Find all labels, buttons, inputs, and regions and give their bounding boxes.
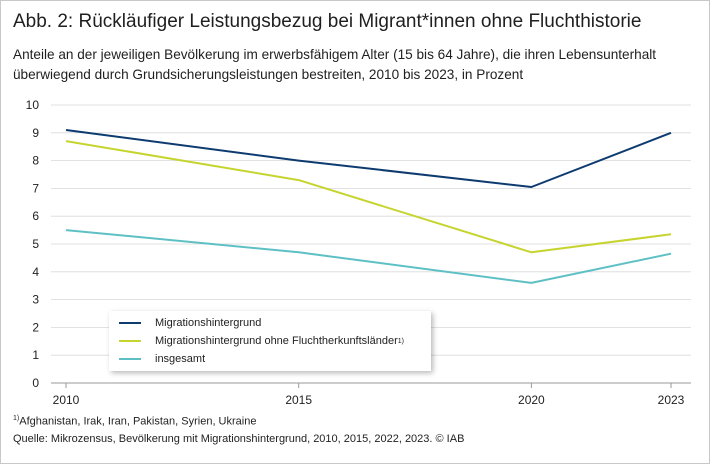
series-line-2: [65, 229, 672, 284]
legend-label: insgesamt: [155, 353, 206, 365]
legend-item-insgesamt: insgesamt: [119, 352, 205, 366]
y-tick-label: 4: [32, 265, 39, 279]
chart-title: Abb. 2: Rückläufiger Leistungsbezug bei …: [13, 11, 642, 32]
series-line-1: [65, 140, 672, 254]
y-tick-label: 10: [26, 98, 40, 112]
footnote-marker: 1): [13, 415, 20, 422]
y-tick-label: 8: [32, 154, 39, 168]
y-tick-label: 0: [32, 376, 39, 390]
legend-superscript: 1): [397, 337, 404, 345]
chart-legend: Migrationshintergrund Migrationshintergr…: [109, 311, 431, 371]
footnote: 1)Afghanistan, Irak, Iran, Pakistan, Syr…: [13, 415, 256, 428]
legend-item-migrationshintergrund: Migrationshintergrund: [119, 316, 261, 330]
series-lines: [65, 129, 672, 284]
y-tick-label: 9: [32, 126, 39, 140]
y-tick-label: 5: [32, 237, 39, 251]
y-tick-label: 3: [32, 293, 39, 307]
legend-label: Migrationshintergrund ohne Fluchtherkunf…: [155, 335, 398, 347]
legend-swatch: [119, 340, 141, 342]
y-tick-label: 1: [32, 348, 39, 362]
y-axis-ticks: 0 1 2 3 4 5 6 7 8 9 10: [26, 98, 40, 390]
series-line-0: [65, 129, 672, 188]
source-line: Quelle: Mikrozensus, Bevölkerung mit Mig…: [13, 433, 465, 445]
y-tick-label: 6: [32, 209, 39, 223]
footnote-text: Afghanistan, Irak, Iran, Pakistan, Syrie…: [19, 415, 257, 428]
y-tick-label: 7: [32, 181, 39, 195]
x-tick-label: 2010: [53, 393, 80, 407]
x-tick-label: 2015: [285, 393, 312, 407]
chart-subtitle: Anteile an der jeweiligen Bevölkerung im…: [13, 47, 657, 82]
x-tick-label: 2023: [658, 393, 685, 407]
legend-swatch: [119, 322, 141, 324]
y-tick-label: 2: [32, 320, 39, 334]
x-tick-label: 2020: [518, 393, 545, 407]
legend-swatch: [119, 358, 141, 360]
legend-label: Migrationshintergrund: [155, 317, 262, 329]
legend-item-ohne-fluchtherkunftslaender: Migrationshintergrund ohne Fluchtherkunf…: [119, 334, 404, 348]
x-axis-ticks: 2010 2015 2020 2023: [53, 383, 685, 407]
line-chart: 0 1 2 3 4 5 6 7 8 9 10 2010 2015 2020 2023: [26, 98, 691, 407]
